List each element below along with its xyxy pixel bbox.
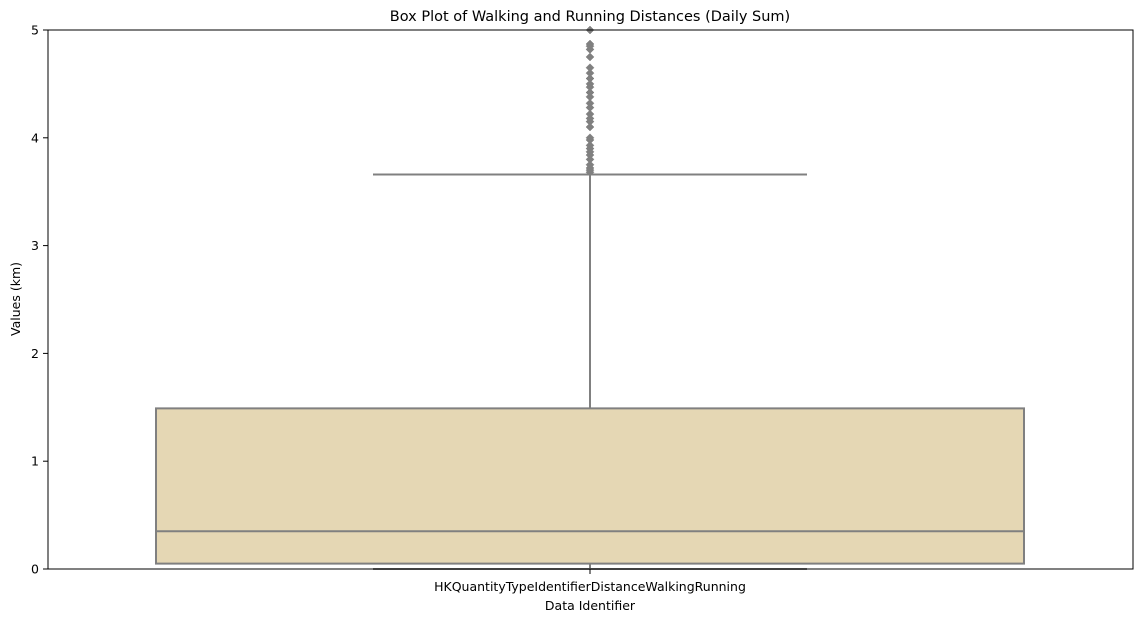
iqr-box — [155, 407, 1025, 565]
x-axis: HKQuantityTypeIdentifierDistanceWalkingR… — [434, 569, 746, 594]
x-tick-label: HKQuantityTypeIdentifierDistanceWalkingR… — [434, 579, 746, 594]
y-tick-label: 5 — [31, 23, 39, 38]
outlier-point — [585, 133, 595, 143]
outlier-point — [585, 109, 595, 119]
outlier-point — [585, 98, 595, 108]
chart-title: Box Plot of Walking and Running Distance… — [390, 9, 790, 25]
outlier-point — [585, 74, 595, 83]
outlier-point — [585, 122, 595, 132]
outlier-point — [585, 52, 595, 62]
y-tick-label: 1 — [31, 454, 39, 469]
outlier-point — [585, 160, 595, 170]
outlier-point — [585, 63, 595, 73]
outlier-point — [585, 79, 595, 89]
outlier-point — [585, 88, 595, 97]
y-tick-label: 0 — [31, 562, 39, 577]
x-axis-label: Data Identifier — [545, 598, 636, 613]
outlier-point — [585, 39, 595, 49]
y-tick-label: 2 — [31, 346, 39, 361]
y-tick-label: 3 — [31, 238, 39, 253]
y-axis-label: Values (km) — [8, 262, 23, 336]
outlier-point — [585, 68, 595, 78]
y-axis: 0 1 2 3 4 5 — [31, 23, 48, 577]
outlier-point — [585, 140, 595, 150]
y-tick-label: 4 — [31, 130, 39, 145]
plot-area — [47, 25, 1134, 570]
